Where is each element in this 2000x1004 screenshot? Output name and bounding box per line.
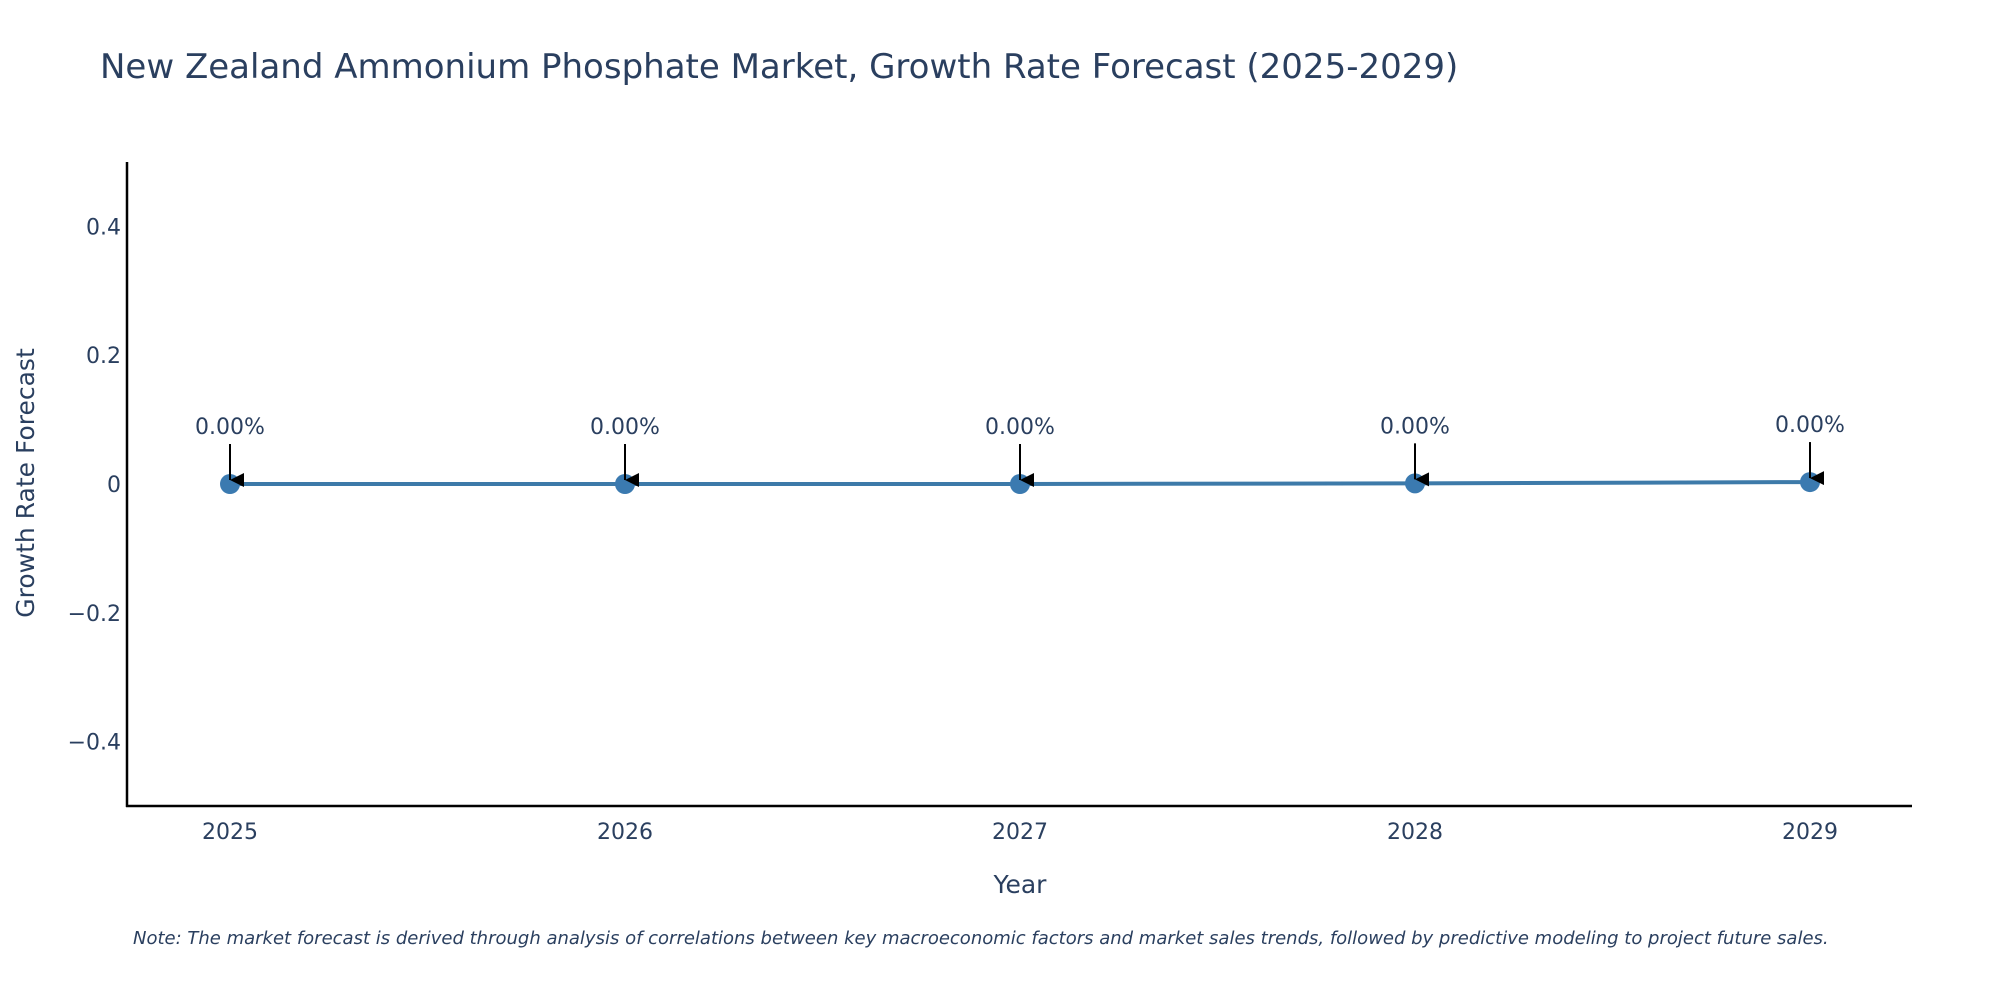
y-tick-label: 0.4 (86, 215, 121, 240)
x-tick-label: 2025 (202, 820, 258, 845)
x-tick-label: 2028 (1387, 820, 1443, 845)
x-axis-label: Year (993, 870, 1048, 899)
chart-title: New Zealand Ammonium Phosphate Market, G… (100, 47, 1458, 87)
y-tick-label: −0.4 (68, 731, 121, 756)
data-label: 0.00% (1380, 414, 1450, 439)
x-axis-ticks: 2025 2026 2027 2028 2029 (202, 820, 1838, 845)
data-label: 0.00% (985, 415, 1055, 440)
y-tick-label: −0.2 (68, 602, 121, 627)
x-tick-label: 2026 (597, 820, 653, 845)
y-axis-ticks: 0.4 0.2 0 −0.2 −0.4 (68, 215, 121, 755)
x-tick-label: 2027 (992, 820, 1048, 845)
annotations-group: 0.00% 0.00% 0.00% 0.00% 0.00% (195, 413, 1845, 487)
x-tick-label: 2029 (1782, 820, 1838, 845)
data-label: 0.00% (195, 415, 265, 440)
data-label: 0.00% (1775, 413, 1845, 438)
data-label: 0.00% (590, 415, 660, 440)
y-tick-label: 0 (107, 473, 121, 498)
axes (125, 162, 1912, 808)
y-axis-label: Growth Rate Forecast (11, 348, 40, 618)
chart-note: Note: The market forecast is derived thr… (133, 928, 1829, 949)
y-tick-label: 0.2 (86, 344, 121, 369)
